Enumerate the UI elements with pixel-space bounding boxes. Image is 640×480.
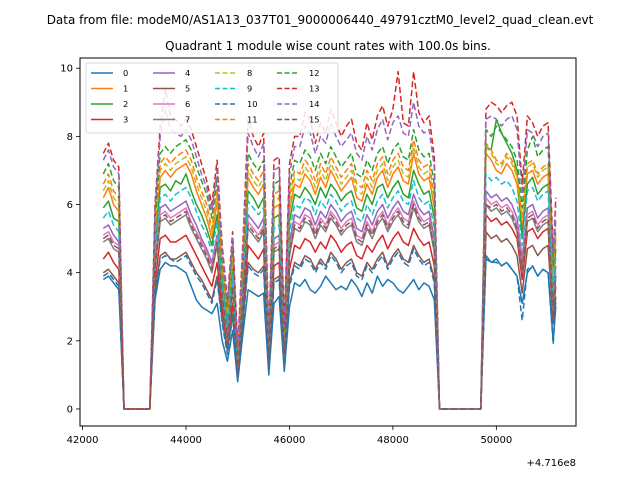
series-line-3 [102, 213, 557, 410]
series-line-7 [102, 203, 557, 410]
legend-label-14: 14 [309, 99, 320, 109]
legend-label-1: 1 [123, 84, 128, 94]
legend-label-5: 5 [185, 84, 190, 94]
series-line-9 [102, 173, 557, 410]
legend-label-15: 15 [309, 115, 320, 125]
y-tick-label: 6 [67, 200, 73, 211]
x-tick-label: 44000 [170, 435, 202, 446]
chart-suptitle: Data from file: modeM0/AS1A13_037T01_900… [47, 13, 594, 27]
series-line-10 [102, 248, 557, 410]
y-tick-label: 2 [67, 336, 73, 347]
y-tick-label: 10 [60, 64, 73, 75]
series-line-0 [102, 254, 557, 410]
legend-label-0: 0 [123, 68, 128, 78]
series-line-4 [102, 190, 557, 410]
x-offset-label: +4.716e8 [526, 458, 576, 469]
series-line-5 [102, 231, 557, 410]
x-axis: 42000 44000 46000 48000 50000 [67, 426, 512, 446]
plot-frame [79, 57, 577, 427]
series-line-11 [102, 139, 557, 410]
legend-frame [85, 62, 339, 134]
legend-label-9: 9 [247, 84, 252, 94]
x-tick-label: 46000 [274, 435, 306, 446]
x-tick-label: 48000 [377, 435, 409, 446]
series-line-2 [102, 118, 557, 410]
legend-label-7: 7 [185, 115, 190, 125]
legend-label-2: 2 [123, 99, 128, 109]
series-line-12 [102, 125, 557, 410]
x-tick-label: 50000 [480, 435, 512, 446]
legend-label-12: 12 [309, 68, 320, 78]
y-tick-label: 8 [67, 132, 73, 143]
x-tick-label: 42000 [67, 435, 99, 446]
legend-label-8: 8 [247, 68, 252, 78]
legend-label-13: 13 [309, 84, 320, 94]
series-line-14 [102, 101, 557, 410]
y-tick-label: 4 [67, 268, 73, 279]
legend-label-3: 3 [123, 115, 128, 125]
series-line-1 [102, 152, 557, 410]
legend-label-4: 4 [185, 68, 190, 78]
chart-title: Quadrant 1 module wise count rates with … [165, 39, 491, 53]
legend-label-11: 11 [247, 115, 258, 125]
series-line-6 [102, 196, 557, 410]
legend-label-6: 6 [185, 99, 190, 109]
series-line-15 [102, 203, 557, 410]
legend-label-10: 10 [247, 99, 258, 109]
y-tick-label: 0 [67, 404, 73, 415]
series-line-8 [102, 145, 557, 410]
y-axis: 0 2 4 6 8 10 [60, 64, 80, 415]
